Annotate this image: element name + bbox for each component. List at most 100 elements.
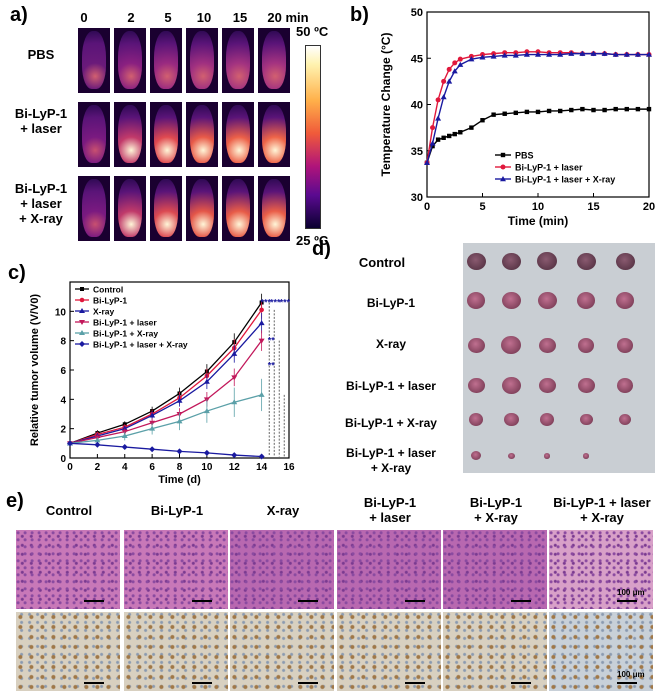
panel-e-label: e) bbox=[6, 490, 24, 512]
data-point bbox=[79, 308, 85, 313]
histology-column-label: Bi-LyP-1 + laser + X-ray bbox=[553, 495, 651, 525]
legend-label: Bi-LyP-1 + laser + X-ray bbox=[93, 340, 188, 350]
y-tick-label: 40 bbox=[411, 100, 423, 112]
data-point bbox=[424, 159, 430, 165]
data-point bbox=[524, 109, 530, 115]
mouse-silhouette bbox=[154, 179, 178, 237]
significance-label: *** bbox=[280, 298, 291, 308]
y-tick-label: 4 bbox=[60, 395, 66, 406]
data-point bbox=[79, 297, 85, 303]
panel-a-colorbar bbox=[305, 45, 321, 229]
data-point bbox=[441, 78, 447, 84]
panel-c-label: c) bbox=[8, 262, 26, 284]
tumor-specimen bbox=[540, 413, 554, 426]
data-point bbox=[579, 50, 586, 56]
thermal-row-label: Bi-LyP-1 + laser bbox=[14, 106, 68, 136]
ihc-stain-image bbox=[337, 612, 441, 691]
y-tick-label: 30 bbox=[411, 192, 423, 204]
mouse-silhouette bbox=[226, 31, 250, 89]
data-point bbox=[479, 54, 486, 60]
tumor-specimen bbox=[617, 378, 633, 393]
y-axis-label: Relative tumor volume (V/V0) bbox=[29, 294, 41, 447]
data-point bbox=[634, 51, 641, 57]
data-point bbox=[457, 56, 463, 62]
tumor-specimen bbox=[501, 336, 521, 355]
data-point bbox=[523, 51, 530, 57]
data-point bbox=[446, 78, 453, 84]
y-tick-label: 2 bbox=[60, 425, 66, 436]
x-axis-label: Time (min) bbox=[508, 214, 568, 228]
x-tick-label: 16 bbox=[283, 462, 295, 473]
time-label: 0 bbox=[80, 10, 88, 25]
data-point bbox=[121, 425, 128, 431]
mouse-silhouette bbox=[262, 105, 286, 163]
thermal-image bbox=[78, 102, 110, 167]
scale-bar bbox=[617, 682, 637, 684]
data-point bbox=[94, 437, 101, 443]
x-tick-label: 2 bbox=[95, 462, 101, 473]
mouse-silhouette bbox=[190, 179, 214, 237]
he-stain-image: 100 μm bbox=[549, 530, 653, 609]
data-point bbox=[535, 109, 541, 115]
tumor-photo bbox=[463, 243, 655, 473]
data-point bbox=[435, 97, 441, 103]
tumor-specimen bbox=[501, 252, 521, 270]
thermal-image bbox=[258, 176, 290, 241]
time-label: 5 bbox=[164, 10, 172, 25]
mouse-silhouette bbox=[262, 179, 286, 237]
tumor-specimen bbox=[577, 292, 595, 309]
thermal-image bbox=[258, 28, 290, 93]
data-point bbox=[491, 112, 496, 117]
data-point bbox=[512, 52, 519, 58]
tumor-specimen bbox=[577, 377, 595, 394]
scale-bar bbox=[405, 682, 425, 684]
data-point bbox=[435, 115, 442, 121]
he-stain-image bbox=[124, 530, 228, 609]
x-tick-label: 10 bbox=[532, 201, 544, 213]
data-point bbox=[80, 287, 84, 291]
thermal-image bbox=[222, 28, 254, 93]
legend-label: Bi-LyP-1 + laser bbox=[93, 318, 157, 328]
panel-d-label: d) bbox=[312, 238, 331, 260]
data-point bbox=[429, 140, 436, 146]
data-point bbox=[441, 135, 446, 140]
data-point bbox=[231, 399, 238, 405]
y-tick-label: 10 bbox=[55, 307, 67, 318]
thermal-image bbox=[114, 102, 146, 167]
scale-bar-label: 100 μm bbox=[617, 588, 645, 597]
data-point bbox=[79, 341, 85, 347]
thermal-image bbox=[222, 102, 254, 167]
data-point bbox=[176, 448, 183, 455]
data-point bbox=[258, 391, 265, 397]
data-point bbox=[447, 133, 452, 139]
colorbar-min-label: 25 ºC bbox=[296, 233, 329, 248]
series-line bbox=[69, 302, 263, 444]
data-point bbox=[612, 51, 619, 57]
data-point bbox=[624, 106, 629, 112]
scale-bar bbox=[511, 682, 531, 684]
x-tick-label: 12 bbox=[229, 462, 241, 473]
y-tick-label: 45 bbox=[411, 53, 423, 65]
data-point bbox=[502, 111, 507, 116]
y-tick-label: 50 bbox=[411, 7, 423, 19]
series-line bbox=[426, 52, 649, 163]
data-point bbox=[500, 152, 506, 158]
legend-label: PBS bbox=[515, 151, 534, 161]
data-point bbox=[446, 66, 452, 72]
mouse-silhouette bbox=[154, 105, 178, 163]
he-stain-image bbox=[16, 530, 120, 609]
scale-bar bbox=[84, 682, 104, 684]
data-point bbox=[569, 107, 574, 113]
data-point bbox=[500, 164, 506, 170]
x-tick-label: 14 bbox=[256, 462, 268, 473]
data-point bbox=[602, 107, 607, 113]
series-line bbox=[69, 322, 263, 444]
data-point bbox=[601, 50, 608, 56]
mouse-silhouette bbox=[226, 105, 250, 163]
x-tick-label: 5 bbox=[479, 201, 485, 213]
data-point bbox=[203, 449, 210, 456]
ihc-stain-image bbox=[16, 612, 120, 691]
scale-bar bbox=[192, 600, 212, 602]
tumor-specimen bbox=[467, 337, 485, 354]
